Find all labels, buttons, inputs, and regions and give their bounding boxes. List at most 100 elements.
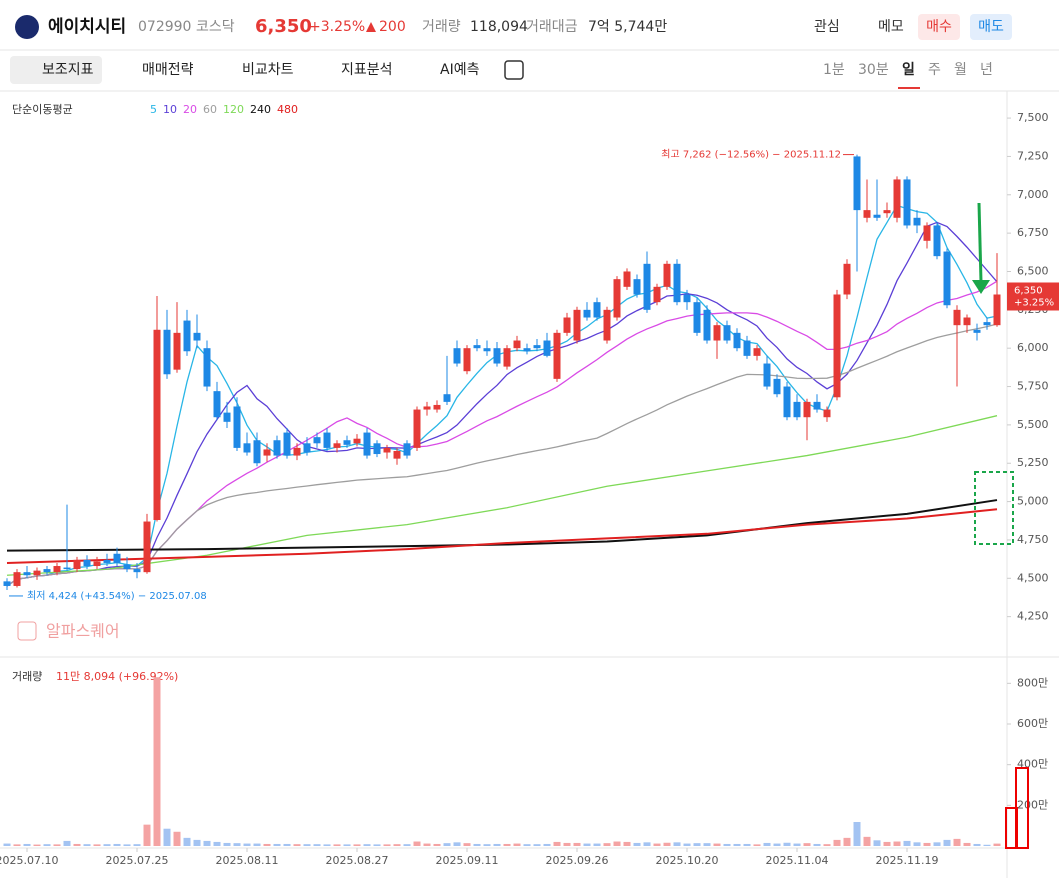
candle-body [323,432,331,448]
ma-line [6,204,998,587]
candle-body [103,559,111,563]
candle-body [813,401,821,410]
candle-body [723,325,731,341]
volume-bar [803,843,811,846]
timeframe[interactable]: 년 [980,62,993,78]
ma-line [6,508,998,564]
volume-bar [693,843,701,846]
candle-body [203,348,211,387]
ma-label: 단순이동평균 [12,103,73,116]
logo [15,15,39,39]
watch-button[interactable]: 관심 [814,19,840,35]
timeframe[interactable]: 주 [928,62,941,78]
candle-body [43,569,51,573]
toolbar-item[interactable]: 보조지표 [42,62,94,78]
toolbar-item[interactable]: AI예측 [440,62,480,78]
volume-bar [53,844,61,846]
candle-body [613,279,621,318]
volume-bar [763,842,771,846]
candle-body [863,210,871,218]
volume-bar [653,843,661,846]
candle-body [433,404,441,410]
candle-body [193,332,201,341]
toolbar-active[interactable] [10,56,102,84]
timeframe[interactable]: 1분 [823,62,845,78]
x-tick-label: 2025.08.11 [216,854,279,867]
volume-bar [663,842,671,846]
candle-body [13,572,21,586]
candle-body [873,214,881,218]
candle-body [443,394,451,402]
volume-bar [13,844,21,846]
volume-last: 11만 8,094 (+96.92%) [56,670,178,683]
candle-body [233,406,241,448]
volume-bar [373,844,381,846]
volume-bar [473,843,481,846]
candle-body [903,179,911,226]
watermark-icon [17,621,37,641]
buy-button-bg[interactable] [918,14,960,40]
x-tick-label: 2025.07.25 [106,854,169,867]
ma-period: 5 [150,103,157,116]
y-tick-label: 5,500 [1017,418,1049,431]
toolbar-item[interactable]: 지표분석 [341,62,393,78]
y-tick-label: 4,500 [1017,571,1049,584]
buy-button[interactable]: 매수 [926,19,952,35]
volume-bar [963,842,971,846]
candle-body [783,386,791,418]
y-tick-label: 7,000 [1017,188,1049,201]
candle-body [53,566,61,573]
volume-bar [303,844,311,846]
volume-bar [63,840,71,846]
volume-bar [463,843,471,846]
volume-bar [553,841,561,846]
x-tick-label: 2025.09.11 [436,854,499,867]
volume-bar [113,843,121,846]
x-tick-label: 2025.11.04 [766,854,829,867]
candle-body [113,553,121,563]
icon[interactable] [504,60,524,80]
candle-body [763,363,771,387]
toolbar-item[interactable]: 매매전략 [142,62,194,78]
candle-body [703,309,711,341]
volume-bar [413,841,421,846]
ma-line [6,499,998,552]
candle-body [683,294,691,303]
candle-body [3,581,11,586]
volume-bar [633,842,641,846]
volume-bar [673,842,681,846]
candle-body [303,443,311,453]
candle-body [83,559,91,567]
memo-button[interactable]: 메모 [878,19,904,35]
volume-tick-label: 200만 [1017,798,1048,811]
toolbar-item[interactable]: 비교차트 [242,62,294,78]
candle-body [353,438,361,444]
volume-bar [213,841,221,846]
volume-bar [433,843,441,846]
sell-button[interactable]: 매도 [978,19,1004,35]
candle-body [533,345,541,349]
candle-body [823,409,831,418]
volume-bar [863,836,871,846]
sell-button-bg[interactable] [970,14,1012,40]
timeframe-selected[interactable]: 일 [902,62,915,78]
volume-bar [283,843,291,846]
candle-body [943,251,951,306]
candle-body [653,286,661,303]
volume-bar [953,838,961,846]
ma-period: 20 [183,103,197,116]
timeframe[interactable]: 30분 [858,62,889,78]
annotation-arrow [977,202,983,283]
volume-label: 거래량 [422,19,461,35]
candle-body [63,567,71,570]
volume-bar [643,842,651,846]
timeframe[interactable]: 월 [954,62,967,78]
candle-body [973,329,981,333]
stock-code: 072990 [138,19,191,35]
volume-bar [383,844,391,846]
candle-body [993,294,1001,326]
candle-body [213,391,221,418]
candle-body [293,447,301,456]
